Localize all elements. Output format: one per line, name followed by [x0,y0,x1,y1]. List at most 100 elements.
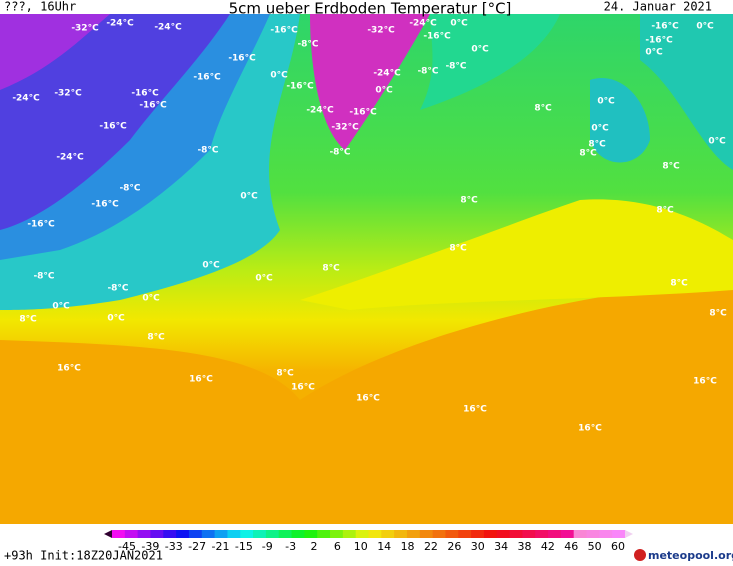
map-label: 0°C [202,261,220,271]
colorbar-arrow-left [104,530,112,538]
colorbar-swatch [291,530,305,538]
logo[interactable]: meteopool.org [648,549,733,562]
colorbar-tick-label: -33 [165,540,183,553]
map-label: -16°C [651,22,679,32]
map-label: 8°C [588,140,606,150]
map-label: 8°C [709,309,727,319]
colorbar-swatch [253,530,267,538]
colorbar-tick-label: -3 [285,540,296,553]
map-label: 8°C [670,279,688,289]
map-label: -24°C [56,153,84,163]
map-label: -8°C [119,184,140,194]
colorbar-tick-label: 2 [311,540,318,553]
colorbar-tick-label: 46 [564,540,578,553]
map-label: -24°C [154,23,182,33]
map-label: 8°C [460,196,478,206]
colorbar-swatch [201,530,216,538]
map-label: -16°C [228,54,256,64]
colorbar-swatch [573,530,588,538]
map-label: -8°C [197,146,218,156]
footer-left: +93h Init:18Z20JAN2021 [4,549,163,563]
colorbar-swatch [368,530,382,538]
colorbar-swatch [137,530,151,538]
colorbar-swatch [599,530,613,538]
colorbar-tick-label: -45 [118,540,136,553]
colorbar-swatch [214,530,228,538]
map-label: 16°C [57,364,81,374]
colorbar-swatch [112,530,126,538]
map-label: -32°C [54,89,82,99]
colorbar-swatch [330,530,344,538]
map-label: -8°C [297,40,318,50]
map-label: 0°C [645,48,663,58]
map-label: 8°C [19,315,37,325]
colorbar-swatch [522,530,536,538]
colorbar-tick-label: -15 [235,540,253,553]
colorbar-swatch [176,530,190,538]
map-label: -16°C [131,89,159,99]
colorbar-swatch [548,530,562,538]
colorbar-swatch [278,530,293,538]
colorbar-swatch [483,530,498,538]
colorbar-swatch [240,530,254,538]
map-label: 16°C [693,377,717,387]
colorbar-swatch [586,530,600,538]
map-label: 8°C [276,369,294,379]
map-label: 0°C [107,314,125,324]
colorbar-tick-label: -39 [141,540,159,553]
colorbar-swatch [317,530,331,538]
colorbar-tick-label: -21 [212,540,230,553]
map-label: -24°C [106,19,134,29]
colorbar-swatch [188,530,203,538]
title: 5cm ueber Erdboden Temperatur [°C] [229,0,512,18]
colorbar-swatch [124,530,139,538]
colorbar-tick-label: 34 [494,540,508,553]
map-label: 8°C [579,149,597,159]
colorbar-swatch [355,530,369,538]
map-label: 16°C [189,375,213,385]
map-label: -8°C [107,284,128,294]
map-label: 16°C [578,424,602,434]
colorbar-swatch [445,530,459,538]
map-label: -32°C [331,123,359,133]
map-label: 8°C [147,333,165,343]
map-label: -32°C [71,24,99,34]
map-label: -16°C [139,101,167,111]
colorbar-swatch [419,530,434,538]
map-label: 8°C [449,244,467,254]
map-label: -8°C [445,62,466,72]
map-label: -16°C [99,122,127,132]
colorbar-tick-label: 22 [424,540,438,553]
map-labels: -32°C -24°C -24°C -16°C-8°C-32°C-24°C 0°C-16… [12,19,727,434]
map [0,14,733,524]
map-label: -24°C [12,94,40,104]
map-label: 16°C [463,405,487,415]
colorbar-swatch [471,530,485,538]
map-label: -16°C [270,26,298,36]
map-label: -16°C [91,200,119,210]
map-label: 8°C [656,206,674,216]
colorbar-swatch [342,530,357,538]
colorbar-swatch [265,530,280,538]
colorbar-swatch [458,530,472,538]
colorbar-tick-label: 26 [447,540,461,553]
colorbar-tick-label: 50 [588,540,602,553]
colorbar: -45 -39 -33 -27 -21 -15 -9 -3 2 6 10 14 18 22 26 30 34 38… [104,530,633,553]
colorbar-swatch [304,530,318,538]
map-label: 0°C [240,192,258,202]
colorbar-tick-label: -27 [188,540,206,553]
map-label: 0°C [471,45,489,55]
map-label: 0°C [591,124,609,134]
logo-icon [634,549,646,561]
colorbar-swatch [496,530,511,538]
map-label: -24°C [373,69,401,79]
map-label: 0°C [255,274,273,284]
colorbar-tick-label: 60 [611,540,625,553]
colorbar-arrow-right [625,530,633,538]
header-left: ???, 16Uhr [4,0,76,14]
date: 24. Januar 2021 [604,0,712,14]
colorbar-swatch [227,530,241,538]
map-label: 0°C [270,71,288,81]
map-label: -16°C [27,220,55,230]
